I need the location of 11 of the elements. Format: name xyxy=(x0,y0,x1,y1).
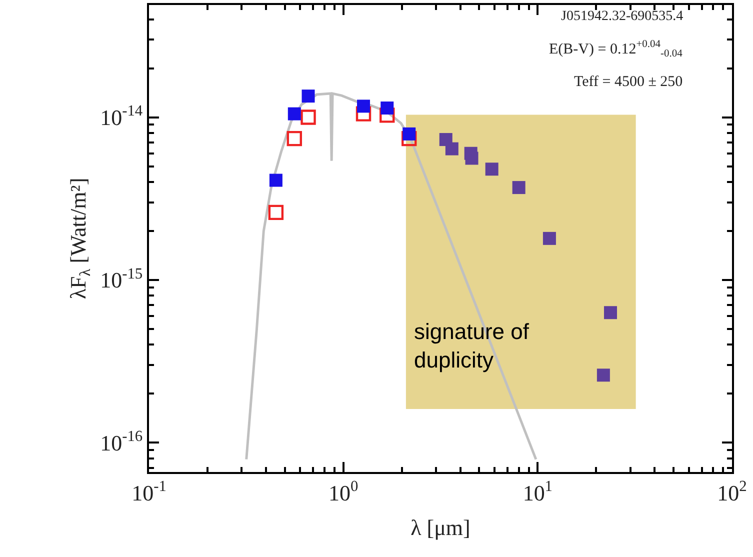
y-tick-label: 10$^{-15}$ xyxy=(100,265,143,293)
x-axis-title: λ [μm] xyxy=(410,514,470,540)
band-label: signature of duplicity xyxy=(414,319,530,373)
annotation: J051942.32-690535.4 xyxy=(561,9,684,24)
x-tick-label: 10$^{1}$ xyxy=(522,478,553,506)
x-tick-label: 10$^{2}$ xyxy=(717,478,747,506)
annotation: Teff = 4500 ± 250 xyxy=(574,74,683,90)
x-tick-label: 10$^{-1}$ xyxy=(132,478,166,506)
y-tick-label: 10$^{-16}$ xyxy=(100,428,143,456)
x-tick-label: 10$^{0}$ xyxy=(328,478,358,506)
y-tick-label: 10$^{-14}$ xyxy=(100,102,143,130)
